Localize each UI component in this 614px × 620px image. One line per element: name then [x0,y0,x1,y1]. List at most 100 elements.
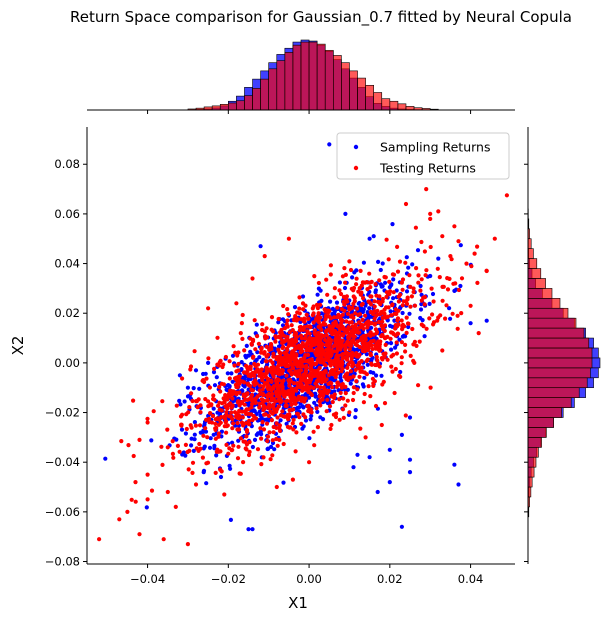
testing-point [230,426,235,431]
testing-point [377,294,382,299]
testing-point [403,349,408,354]
testing-point [369,294,374,299]
testing-point [440,234,445,239]
testing-point [245,382,250,387]
sampling-point [250,527,255,532]
testing-point [212,397,217,402]
testing-hist-bar [527,437,542,448]
testing-point [272,407,277,412]
testing-point [213,421,218,426]
sampling-point [428,273,433,279]
sampling-point [246,377,251,382]
sampling-point [350,275,355,280]
testing-point [288,379,293,384]
testing-point [337,341,342,346]
testing-point [129,497,134,502]
testing-point [390,330,395,335]
testing-point [265,381,270,386]
testing-point [472,251,477,256]
testing-point [228,401,233,406]
testing-point [195,405,200,410]
testing-point [404,315,409,320]
testing-point [125,509,130,514]
testing-point [240,415,245,420]
testing-point [248,364,253,369]
sampling-point [373,288,378,293]
y-tick-label: −0.06 [45,505,80,519]
testing-point [299,421,304,426]
testing-point [373,346,378,351]
testing-point [229,410,234,415]
testing-point [311,320,316,325]
sampling-point [456,482,461,487]
testing-point [206,399,211,404]
testing-point [332,358,338,363]
testing-point [407,273,412,278]
testing-point [275,379,280,384]
testing-point [343,355,348,360]
testing-point [390,369,395,374]
testing-hist-bar [333,55,342,111]
testing-point [269,418,274,423]
testing-point [170,451,175,456]
testing-point [422,295,427,300]
sampling-point [211,370,217,375]
testing-hist-bar [405,106,415,111]
sampling-point [219,429,224,434]
testing-point [378,347,383,353]
testing-point [313,362,318,367]
testing-point [248,336,253,341]
testing-point [222,492,227,497]
testing-point [301,372,306,377]
testing-point [331,412,336,417]
testing-point [419,322,424,327]
testing-point [315,425,320,430]
sampling-point [379,373,384,378]
sampling-point [371,370,376,375]
testing-point [237,381,242,386]
testing-point [354,354,359,359]
marginal-x-histogram [87,39,515,114]
testing-point [327,404,333,409]
testing-point [311,368,316,373]
testing-point [180,412,185,417]
sampling-point [149,438,154,443]
testing-point [243,409,248,414]
testing-point [259,347,264,352]
sampling-point [320,417,326,422]
testing-point [238,331,243,336]
testing-point [306,340,311,345]
testing-point [277,360,282,365]
testing-point [303,396,308,401]
testing-point [315,370,320,375]
sampling-point [406,324,411,330]
testing-point [294,331,299,336]
sampling-point [389,347,394,352]
testing-point [243,363,249,368]
sampling-point [230,379,235,384]
sampling-point [468,321,473,326]
testing-point [189,425,194,430]
testing-point [311,374,316,379]
sampling-point [374,373,379,378]
testing-point [184,412,189,417]
testing-point [281,441,286,447]
testing-point [258,370,263,376]
testing-point [324,377,329,382]
testing-hist-bar [527,377,588,389]
testing-point [319,380,324,385]
testing-point [399,318,404,323]
testing-point [271,430,276,435]
testing-point [271,354,276,359]
testing-point [284,404,289,409]
testing-point [258,426,263,431]
testing-point [419,239,424,245]
testing-point [264,421,270,426]
testing-point [289,402,294,407]
testing-point [271,351,276,356]
testing-point [300,388,305,393]
testing-point [145,497,150,502]
testing-point [351,385,356,390]
sampling-point [217,411,223,416]
y-tick-label: 0.06 [54,207,80,221]
